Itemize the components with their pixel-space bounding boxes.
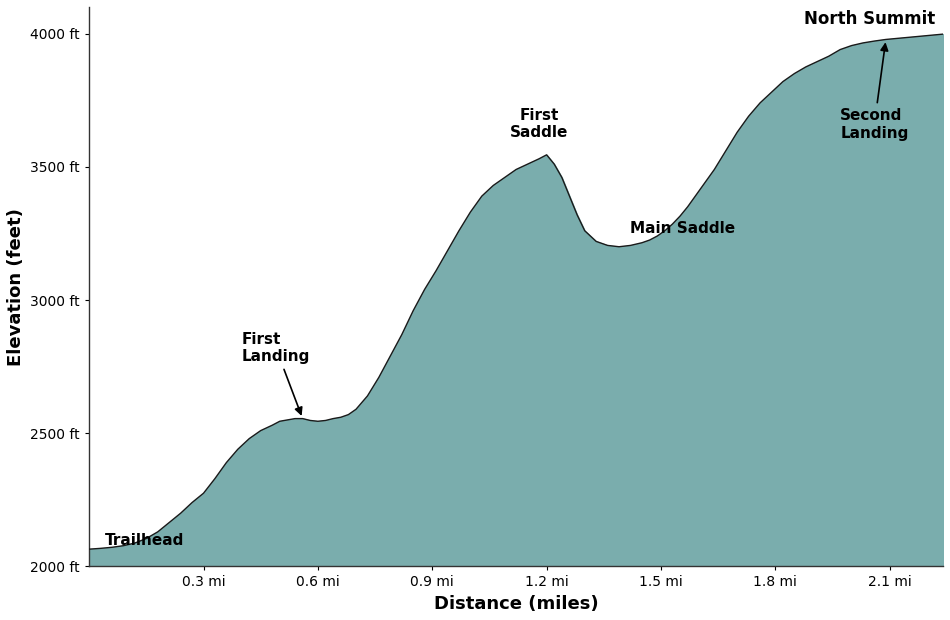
Text: First
Saddle: First Saddle (510, 108, 568, 140)
Text: First
Landing: First Landing (241, 332, 310, 414)
Y-axis label: Elevation (feet): Elevation (feet) (7, 208, 25, 366)
X-axis label: Distance (miles): Distance (miles) (434, 595, 598, 613)
Text: Second
Landing: Second Landing (840, 44, 908, 141)
Text: North Summit: North Summit (805, 11, 936, 29)
Text: Main Saddle: Main Saddle (631, 221, 735, 236)
Text: Trailhead: Trailhead (104, 533, 183, 548)
